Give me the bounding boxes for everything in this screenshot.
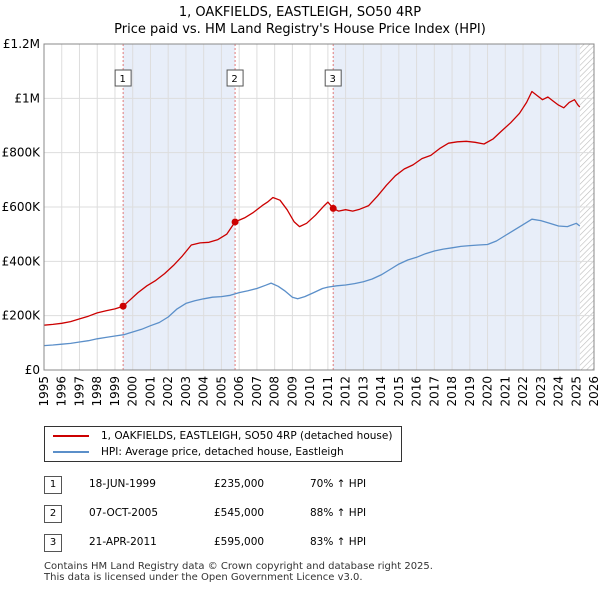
sale-hpi-change: 70% ↑ HPI [310,478,367,490]
y-tick-label: £0 [25,363,40,377]
x-tick-label: 2015 [392,376,406,407]
x-tick-label: 2003 [179,376,193,407]
sale-point-3 [329,204,337,212]
y-tick-label: £1.2M [3,37,40,51]
chart-legend: 1, OAKFIELDS, EASTLEIGH, SO50 4RP (detac… [44,426,402,462]
sale-point-1 [119,302,127,310]
x-tick-label: 2019 [463,376,477,407]
legend-label-property: 1, OAKFIELDS, EASTLEIGH, SO50 4RP (detac… [101,430,393,442]
sale-date: 07-OCT-2005 [89,507,158,519]
x-tick-label: 1998 [90,376,104,407]
x-tick-label: 2018 [445,376,459,407]
x-tick-label: 2016 [410,376,424,407]
x-tick-label: 2004 [197,376,211,407]
legend-item-hpi: HPI: Average price, detached house, East… [53,445,344,459]
x-tick-label: 2000 [126,376,140,407]
legend-item-property: 1, OAKFIELDS, EASTLEIGH, SO50 4RP (detac… [53,429,392,443]
x-tick-label: 2020 [481,376,495,407]
sale-row-1: 1 18-JUN-1999 £235,000 70% ↑ HPI [44,476,464,494]
sale-marker-label-1: 1 [119,74,125,85]
sale-marker-label-3: 3 [330,74,336,85]
hpi-series-line [43,218,581,347]
sale-row-2: 2 07-OCT-2005 £545,000 88% ↑ HPI [44,505,464,523]
sale-price: £595,000 [214,536,265,548]
x-tick-label: 2005 [214,376,228,407]
sale-marker-box-2 [226,69,244,87]
y-tick-label: £1M [14,91,40,105]
chart-title: 1, OAKFIELDS, EASTLEIGH, SO50 4RP [178,5,422,20]
x-tick-label: 2026 [587,376,600,407]
y-tick-label: £400K [2,254,42,268]
x-tick-label: 2002 [161,376,175,407]
x-tick-label: 2014 [374,376,388,407]
x-tick-label: 2011 [321,376,335,407]
legend-swatch-property [53,435,89,437]
sale-date: 21-APR-2011 [89,536,157,548]
sale-row-3: 3 21-APR-2011 £595,000 83% ↑ HPI [44,534,464,552]
sale-number-badge: 2 [44,505,62,523]
x-tick-label: 2006 [232,376,246,407]
footer-copyright: Contains HM Land Registry data © Crown c… [44,561,433,572]
x-tick-label: 1996 [55,376,69,407]
sale-price: £235,000 [214,478,265,490]
x-tick-label: 2024 [552,376,566,407]
x-tick-label: 1995 [37,376,51,407]
x-tick-label: 2013 [356,376,370,407]
y-tick-label: £200K [2,309,42,323]
x-tick-label: 2022 [516,376,530,407]
sale-marker-box-1 [114,69,132,87]
sale-date: 18-JUN-1999 [89,478,156,490]
legend-label-hpi: HPI: Average price, detached house, East… [101,446,344,458]
plot-frame [43,43,595,371]
x-tick-label: 2017 [427,376,441,407]
legend-swatch-hpi [53,451,89,453]
chart-title-block: 1, OAKFIELDS, EASTLEIGH, SO50 4RP Price … [0,4,600,38]
y-tick-label: £600K [2,200,42,214]
chart-subtitle: Price paid vs. HM Land Registry's House … [114,22,486,37]
x-tick-label: 2021 [498,376,512,407]
x-tick-label: 2023 [534,376,548,407]
x-tick-label: 1999 [108,376,122,407]
sale-hpi-change: 88% ↑ HPI [310,507,367,519]
sale-price: £545,000 [214,507,265,519]
sale-marker-label-2: 2 [231,74,237,85]
x-tick-label: 2009 [285,376,299,407]
sale-number-badge: 1 [44,476,62,494]
sale-number-badge: 3 [44,534,62,552]
sale-point-2 [231,218,239,226]
x-tick-label: 1997 [72,376,86,407]
y-tick-label: £800K [2,146,42,160]
footer: Contains HM Land Registry data © Crown c… [44,561,433,583]
property-series-line [43,90,581,326]
x-tick-label: 2025 [569,376,583,407]
x-tick-label: 2008 [268,376,282,407]
sale-hpi-change: 83% ↑ HPI [310,536,367,548]
x-tick-label: 2012 [339,376,353,407]
x-tick-label: 2001 [143,376,157,407]
sale-marker-box-3 [324,69,342,87]
x-tick-label: 2007 [250,376,264,407]
x-tick-label: 2010 [303,376,317,407]
footer-licence: This data is licensed under the Open Gov… [44,572,363,583]
